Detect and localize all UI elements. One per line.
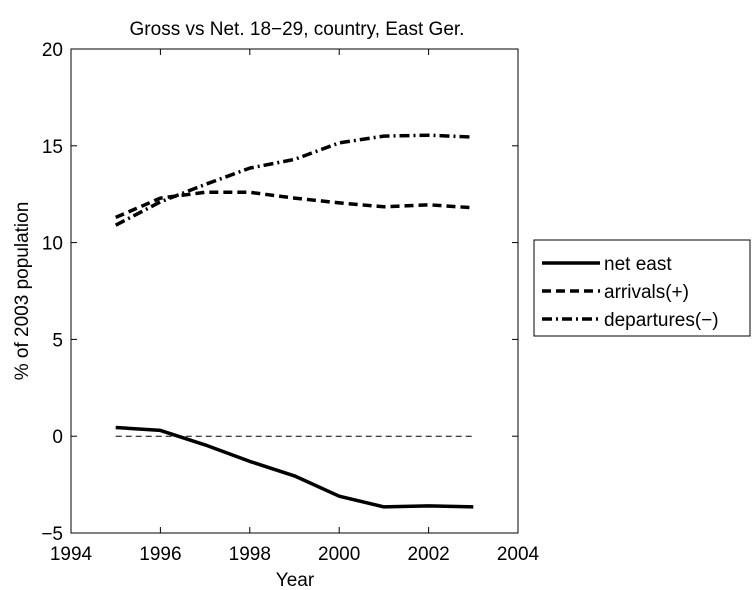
- series-line-3: [114, 133, 474, 227]
- y-tick-label: 5: [52, 330, 63, 351]
- y-tick-label: 20: [42, 40, 63, 61]
- x-tick-label: 1994: [50, 544, 93, 565]
- x-tick-label: 2002: [407, 544, 449, 565]
- y-tick-label: 15: [42, 137, 63, 158]
- series-line-1: [115, 425, 474, 509]
- y-tick-label: 10: [42, 234, 63, 255]
- x-tick-label: 1998: [229, 544, 271, 565]
- y-tick-label: 0: [52, 427, 63, 448]
- x-tick-label: 2000: [318, 544, 360, 565]
- y-axis-label: % of 2003 population: [12, 202, 33, 381]
- legend-label: net east: [604, 254, 672, 275]
- plot-area-frame: [70, 48, 519, 534]
- legend-label: departures(−): [604, 310, 719, 331]
- y-tick-label: −5: [41, 524, 63, 545]
- legend: net east arrivals(+) departures(−): [533, 239, 751, 337]
- axis-ticks: 1994 1996 1998 2000 2002 2004 −5 0 5 10 15 20: [41, 40, 539, 565]
- legend-label: arrivals(+): [604, 282, 689, 303]
- x-tick-label: 1996: [139, 544, 181, 565]
- series-lines: [114, 133, 474, 509]
- chart-title: Gross vs Net. 18−29, country, East Ger.: [130, 19, 465, 40]
- x-axis-label: Year: [276, 570, 315, 590]
- x-tick-label: 2004: [497, 544, 540, 565]
